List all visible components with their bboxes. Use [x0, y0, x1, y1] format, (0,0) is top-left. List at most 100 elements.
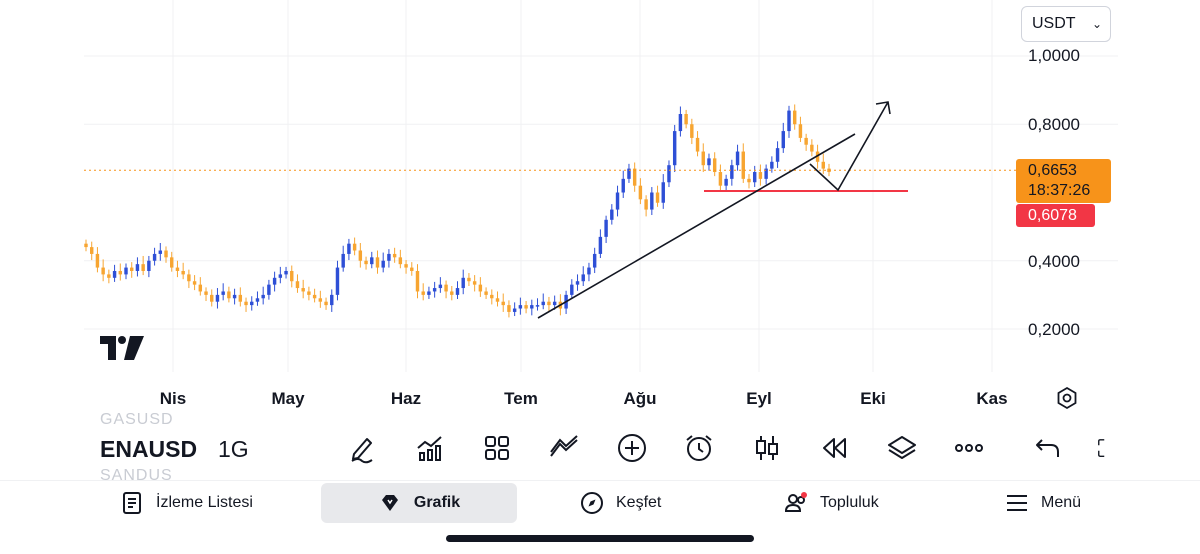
candle-body — [215, 294, 220, 302]
candle-body — [667, 165, 671, 183]
candle-body — [141, 264, 145, 271]
objects-button[interactable] — [884, 430, 920, 466]
currency-select[interactable]: USDT ⌄ — [1021, 6, 1111, 42]
candle-body — [404, 264, 408, 268]
candle-body — [130, 267, 134, 271]
candle-body — [501, 301, 505, 306]
candle-body — [250, 301, 254, 306]
candle-body — [507, 305, 511, 312]
tab-menu[interactable]: Menü — [1005, 483, 1081, 523]
layout-button[interactable] — [479, 430, 515, 466]
candle-body — [644, 199, 648, 210]
candle-body — [112, 270, 117, 278]
add-button[interactable] — [614, 430, 650, 466]
symbol-scroll-next[interactable]: SANDUS — [100, 467, 173, 484]
candle-body — [370, 257, 374, 265]
time-axis-label: Tem — [504, 389, 538, 408]
candle-body — [467, 277, 471, 282]
chevron-down-icon: ⌄ — [1091, 17, 1102, 31]
candle-body — [107, 274, 111, 278]
candle-body — [490, 294, 494, 299]
alert-button[interactable] — [681, 430, 717, 466]
candle-body — [604, 219, 608, 237]
candle-body — [621, 178, 625, 193]
interval-button[interactable]: 1G — [218, 436, 249, 462]
candle-body — [695, 137, 700, 152]
tab-label: Grafik — [413, 494, 461, 511]
candle-body — [495, 298, 500, 302]
fullscreen-icon — [1098, 439, 1105, 457]
candle-body — [352, 243, 357, 251]
candle-body — [158, 250, 163, 254]
candle-body — [804, 137, 808, 145]
candle-body — [301, 288, 305, 292]
diamond-icon — [381, 495, 398, 511]
time-axis-label: Eyl — [746, 389, 772, 408]
tab-community[interactable]: Topluluk — [784, 483, 879, 523]
candle-body — [330, 294, 334, 306]
candle-body — [267, 284, 271, 295]
candle-body — [95, 253, 100, 268]
tab-chart[interactable]: Grafik — [321, 483, 517, 523]
candle-body — [438, 284, 443, 289]
symbol-name[interactable]: ENAUSD — [100, 436, 198, 462]
layers-icon — [888, 436, 916, 459]
candle-body — [798, 124, 803, 138]
fullscreen-button[interactable] — [1096, 430, 1118, 466]
candle-body — [661, 182, 665, 203]
home-indicator — [446, 535, 754, 542]
candle-body — [324, 301, 328, 306]
price-chart[interactable] — [84, 0, 1118, 420]
tradingview-logo-icon — [100, 336, 144, 360]
chart-settings-icon[interactable] — [1055, 386, 1079, 410]
drawing-tools-button[interactable] — [344, 430, 380, 466]
candle-body — [192, 281, 197, 285]
candle-body — [758, 172, 763, 179]
compare-button[interactable] — [546, 430, 582, 466]
support-level-tag: 0,6078 — [1016, 204, 1095, 227]
candle-body — [381, 260, 385, 268]
candle-body — [432, 288, 437, 292]
candle-body — [472, 281, 477, 285]
candle-body — [181, 270, 185, 275]
candle-body — [735, 151, 740, 166]
candle-body — [461, 277, 465, 289]
candle-body — [615, 192, 620, 210]
candle-body — [632, 168, 637, 186]
indicators-button[interactable] — [412, 430, 448, 466]
candle-body — [187, 274, 191, 282]
tab-explore[interactable]: Keşfet — [580, 483, 661, 523]
more-icon — [955, 444, 983, 452]
candle-body — [724, 178, 728, 186]
candle-body — [295, 281, 300, 289]
candle-body — [764, 168, 768, 179]
chart-type-button[interactable] — [749, 430, 785, 466]
candle-body — [610, 209, 614, 220]
undo-button[interactable] — [1030, 430, 1066, 466]
candle-body — [118, 270, 123, 275]
grid-icon — [485, 436, 509, 460]
chart-area[interactable] — [84, 0, 1118, 420]
tab-label: Keşfet — [616, 494, 662, 511]
candle-body — [232, 294, 237, 299]
replay-button[interactable] — [816, 430, 852, 466]
candle-body — [341, 253, 345, 268]
tab-watchlist[interactable]: İzleme Listesi — [120, 483, 253, 523]
candle-body — [535, 305, 540, 307]
candle-body — [415, 270, 420, 292]
candle-body — [581, 274, 585, 282]
candle-body — [392, 253, 397, 258]
undo-icon — [1036, 439, 1059, 457]
candle-body — [261, 294, 265, 299]
time-axis-label: Eki — [860, 389, 886, 408]
candle-body — [547, 301, 551, 306]
candle-body — [204, 291, 208, 295]
candle-body — [421, 291, 425, 295]
more-button[interactable] — [951, 430, 987, 466]
candle-body — [478, 284, 483, 292]
candle-body — [552, 301, 557, 306]
symbol-scroll-prev[interactable]: GASUSD — [100, 411, 174, 428]
candle-body — [278, 274, 283, 278]
candle-body — [524, 305, 528, 309]
pen-icon — [351, 438, 373, 464]
